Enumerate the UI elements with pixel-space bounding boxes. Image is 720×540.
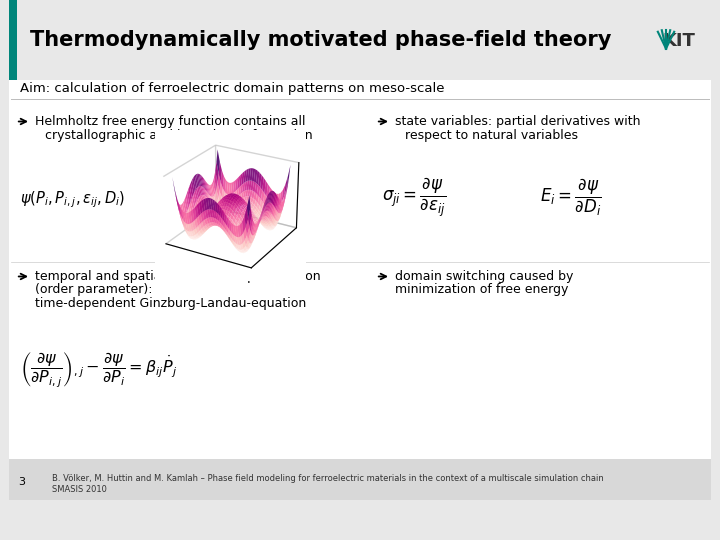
Text: respect to natural variables: respect to natural variables bbox=[405, 129, 578, 141]
Text: $\sigma_{ji} = \dfrac{\partial\psi}{\partial\epsilon_{ij}}$: $\sigma_{ji} = \dfrac{\partial\psi}{\par… bbox=[382, 176, 446, 219]
Text: crystallographic and boundary information: crystallographic and boundary informatio… bbox=[45, 129, 313, 141]
Text: temporal and spatial evolution of polarization: temporal and spatial evolution of polari… bbox=[35, 270, 320, 283]
Text: Helmholtz free energy function contains all: Helmholtz free energy function contains … bbox=[35, 115, 305, 128]
Text: minimization of free energy: minimization of free energy bbox=[395, 284, 568, 296]
Text: domain switching caused by: domain switching caused by bbox=[395, 270, 573, 283]
Text: $\left(\dfrac{\partial\psi}{\partial P_{i,j}}\right)_{,j} - \dfrac{\partial\psi}: $\left(\dfrac{\partial\psi}{\partial P_{… bbox=[20, 350, 177, 390]
Text: $E_i = \dfrac{\partial\psi}{\partial D_i}$: $E_i = \dfrac{\partial\psi}{\partial D_i… bbox=[540, 177, 602, 218]
Bar bbox=[9, 459, 711, 500]
Text: $\psi(P_i, P_{i,j}, \epsilon_{ij}, D_i)$: $\psi(P_i, P_{i,j}, \epsilon_{ij}, D_i)$ bbox=[20, 190, 125, 210]
Text: time-dependent Ginzburg-Landau-equation: time-dependent Ginzburg-Landau-equation bbox=[35, 297, 306, 310]
Text: B. Völker, M. Huttin and M. Kamlah – Phase field modeling for ferroelectric mate: B. Völker, M. Huttin and M. Kamlah – Pha… bbox=[52, 475, 603, 483]
Text: Thermodynamically motivated phase-field theory: Thermodynamically motivated phase-field … bbox=[30, 30, 611, 51]
Bar bbox=[9, 0, 711, 80]
Text: state variables: partial derivatives with: state variables: partial derivatives wit… bbox=[395, 115, 640, 128]
Text: SMASIS 2010: SMASIS 2010 bbox=[52, 485, 107, 494]
Text: 3: 3 bbox=[18, 477, 25, 487]
Text: (order parameter):: (order parameter): bbox=[35, 284, 152, 296]
Bar bbox=[9, 30, 711, 500]
Text: KIT: KIT bbox=[662, 31, 695, 50]
Bar bbox=[9, 0, 17, 80]
Text: Aim: calculation of ferroelectric domain patterns on meso-scale: Aim: calculation of ferroelectric domain… bbox=[20, 82, 445, 95]
